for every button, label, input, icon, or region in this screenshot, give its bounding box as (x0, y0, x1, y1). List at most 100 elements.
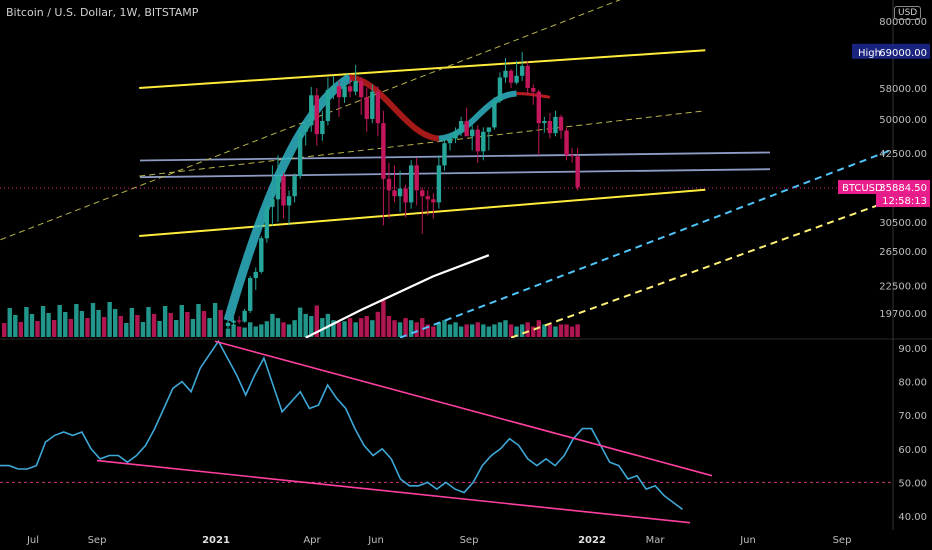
candle-body (242, 310, 247, 322)
volume-bar (51, 320, 57, 337)
volume-bar (531, 326, 536, 337)
high-label: High (858, 48, 881, 59)
support-level-line (139, 151, 771, 162)
candle-body (270, 199, 275, 207)
candle-body (248, 278, 253, 311)
price-overlays (0, 0, 893, 338)
candle-body (569, 155, 575, 157)
rsi-trend-lower (96, 459, 691, 524)
volume-bar (547, 324, 553, 337)
candle-body (364, 97, 369, 119)
volume-bar (96, 310, 101, 337)
candle-body (236, 320, 242, 322)
volume-bar (24, 307, 29, 337)
volume-bar (447, 324, 453, 337)
candle-body (436, 165, 442, 203)
candle-body (492, 100, 497, 128)
countdown-label: 12:58:13 (882, 196, 927, 207)
volume-bar (248, 322, 253, 337)
volume-bar (414, 322, 419, 337)
volume-bar (190, 319, 196, 337)
candle-body (309, 95, 314, 126)
volume-bar (442, 320, 447, 337)
volume-bar (386, 316, 392, 337)
ribbon-rise-2 (438, 90, 517, 142)
candle-body (403, 188, 408, 203)
volume-bar (242, 327, 247, 337)
volume-bar (212, 303, 218, 337)
volume-bar (196, 304, 201, 337)
rsi-tick-label: 50.00 (898, 478, 927, 489)
rsi-tick-label: 80.00 (898, 378, 927, 389)
candle-body (370, 91, 375, 119)
candle-body (470, 129, 475, 137)
countdown-bg (876, 194, 930, 208)
volume-bar (575, 324, 580, 337)
grid (0, 0, 932, 530)
volume-bar (135, 315, 140, 337)
rsi-tick-label: 70.00 (898, 411, 927, 422)
x-tick-label: 2022 (578, 535, 606, 546)
candle-body (231, 320, 236, 323)
volume-bar (470, 324, 475, 337)
volume-bar (236, 326, 242, 337)
volume-bar (497, 322, 503, 337)
volume-bar (107, 302, 112, 337)
chart-title: Bitcoin / U.S. Dollar, 1W, BITSTAMP (6, 6, 199, 19)
candle-body (420, 190, 425, 197)
volume-bar (101, 317, 107, 337)
candle-body (314, 95, 319, 135)
candle-body (414, 165, 419, 191)
x-tick-label: Jun (739, 535, 756, 546)
candle-body (553, 116, 558, 134)
candle-body (486, 127, 492, 132)
currency-badge[interactable]: USD (894, 6, 922, 20)
rsi-tick-label: 60.00 (898, 445, 927, 456)
volume-bar (207, 318, 212, 337)
rsi-tick-label: 40.00 (898, 512, 927, 523)
volume-bar (63, 312, 68, 337)
volume-bar (314, 305, 319, 337)
candle-body (320, 121, 325, 135)
candle-body (408, 165, 414, 203)
volume-bar (519, 324, 525, 337)
volume-bar (353, 322, 358, 337)
volume-bar (453, 322, 458, 337)
volume-bar (553, 326, 558, 337)
volume-bar (408, 320, 414, 337)
candle-body (342, 86, 347, 98)
volume-bar (359, 318, 364, 337)
volume-bar (525, 322, 530, 337)
volume-bar (218, 310, 223, 337)
candlesticks[interactable] (225, 51, 580, 329)
yellow-dashed-line (510, 198, 893, 338)
volume-bar (331, 320, 336, 337)
symbol-label: BTCUSD (842, 183, 883, 194)
price-tick-label: 58000.00 (879, 84, 927, 95)
candle-body (381, 123, 386, 179)
volume-bar (270, 313, 275, 337)
rsi-tick-label: 90.00 (898, 344, 927, 355)
volume-bar (35, 321, 40, 337)
x-tick-label: Sep (88, 535, 107, 546)
candle-body (347, 86, 353, 92)
volume-bar (18, 322, 24, 337)
volume-bar (542, 324, 547, 337)
candle-body (525, 65, 530, 88)
volume-bar (347, 318, 353, 337)
candle-body (286, 196, 292, 206)
candle-body (497, 77, 503, 101)
candle-body (264, 206, 270, 239)
volume-bar (475, 322, 480, 337)
x-tick-label: Sep (833, 535, 852, 546)
volume-bar (320, 318, 325, 337)
candle-body (464, 121, 469, 137)
x-tick-label: Jul (26, 535, 39, 546)
high-tag-bg (852, 43, 930, 59)
candle-body (375, 91, 381, 124)
volume-bar (281, 322, 286, 337)
candle-body (431, 199, 436, 203)
candle-body (536, 91, 541, 124)
price-tick-label: 26500.00 (879, 247, 927, 258)
